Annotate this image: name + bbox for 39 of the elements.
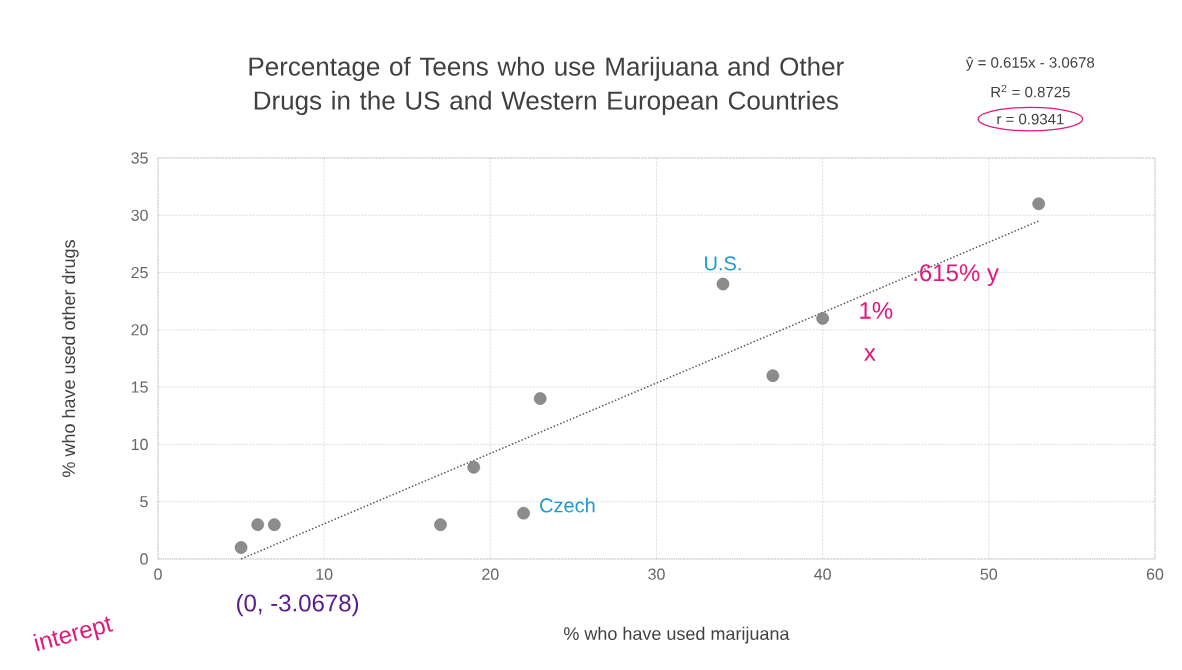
point bbox=[517, 506, 530, 520]
annotation: U.S. bbox=[705, 256, 741, 271]
x-tick-label: 60 bbox=[1146, 568, 1164, 580]
x-axis-title: % who have used marijuana bbox=[564, 626, 790, 644]
point bbox=[268, 518, 281, 531]
point bbox=[1032, 197, 1045, 211]
y-tick-label: 5 bbox=[140, 496, 148, 508]
point bbox=[533, 392, 547, 405]
y-tick-label: 0 bbox=[140, 553, 148, 565]
text: R$^{2}$ = 0.8725 bbox=[991, 84, 1070, 98]
point bbox=[251, 518, 264, 531]
x-tick-label: 0 bbox=[154, 568, 162, 580]
point bbox=[234, 541, 248, 554]
y-axis-title: % who have used other drugs bbox=[61, 240, 79, 477]
text: (0, -3.0678) bbox=[237, 593, 359, 617]
y-tick-label: 10 bbox=[131, 438, 148, 451]
annotation: Czech bbox=[540, 497, 595, 513]
x-tick-label: 30 bbox=[648, 568, 665, 580]
point bbox=[434, 518, 447, 531]
x-tick-label: 40 bbox=[814, 568, 831, 580]
x-tick-label: 50 bbox=[980, 568, 998, 580]
point bbox=[766, 369, 780, 382]
text: r = 0.9341 bbox=[997, 113, 1064, 125]
chart-title: Percentage of Teens who use Marijuana and Other Drugs in the US and Western European Countries bbox=[249, 56, 844, 115]
annotation: 1% bbox=[860, 301, 893, 319]
x-tick-label: 10 bbox=[316, 568, 333, 580]
x-tick-label: 20 bbox=[482, 568, 499, 580]
point bbox=[716, 277, 730, 291]
annotation: x bbox=[864, 348, 876, 361]
annotation: .615% y bbox=[914, 264, 999, 286]
text: ŷ = 0.615x - 3.0678 bbox=[965, 56, 1095, 71]
text: interept bbox=[33, 616, 114, 652]
y-tick-label: 25 bbox=[131, 266, 148, 279]
y-tick-label: 20 bbox=[131, 324, 148, 336]
y-tick-label: 15 bbox=[131, 381, 148, 393]
y-tick-label: 30 bbox=[131, 209, 148, 221]
point bbox=[816, 312, 829, 325]
point bbox=[467, 461, 481, 474]
y-tick-label: 35 bbox=[131, 152, 148, 164]
